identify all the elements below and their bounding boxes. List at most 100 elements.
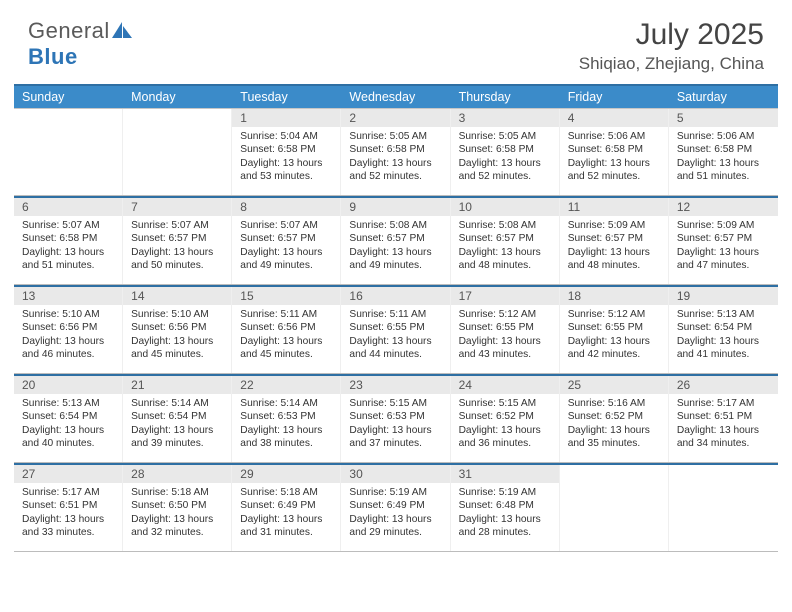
sunrise-text: Sunrise: 5:05 AM (459, 130, 551, 143)
sunset-text: Sunset: 6:54 PM (677, 321, 770, 334)
week-row: 20Sunrise: 5:13 AMSunset: 6:54 PMDayligh… (14, 374, 778, 463)
day-cell: 20Sunrise: 5:13 AMSunset: 6:54 PMDayligh… (14, 376, 123, 462)
day-number: 13 (14, 287, 122, 305)
daylight-text: Daylight: 13 hours and 39 minutes. (131, 424, 223, 451)
day-body: Sunrise: 5:07 AMSunset: 6:58 PMDaylight:… (14, 216, 122, 279)
day-body: Sunrise: 5:14 AMSunset: 6:53 PMDaylight:… (232, 394, 340, 457)
day-cell: 6Sunrise: 5:07 AMSunset: 6:58 PMDaylight… (14, 198, 123, 284)
sunrise-text: Sunrise: 5:07 AM (22, 219, 114, 232)
sunrise-text: Sunrise: 5:06 AM (677, 130, 770, 143)
day-cell (123, 109, 232, 195)
dow-monday: Monday (123, 86, 232, 108)
day-cell: 14Sunrise: 5:10 AMSunset: 6:56 PMDayligh… (123, 287, 232, 373)
day-body: Sunrise: 5:15 AMSunset: 6:52 PMDaylight:… (451, 394, 559, 457)
day-cell (14, 109, 123, 195)
day-number: 8 (232, 198, 340, 216)
day-body: Sunrise: 5:09 AMSunset: 6:57 PMDaylight:… (560, 216, 668, 279)
sunset-text: Sunset: 6:48 PM (459, 499, 551, 512)
calendar: Sunday Monday Tuesday Wednesday Thursday… (0, 84, 792, 566)
sunset-text: Sunset: 6:58 PM (459, 143, 551, 156)
day-cell: 17Sunrise: 5:12 AMSunset: 6:55 PMDayligh… (451, 287, 560, 373)
daylight-text: Daylight: 13 hours and 45 minutes. (240, 335, 332, 362)
daylight-text: Daylight: 13 hours and 34 minutes. (677, 424, 770, 451)
day-body: Sunrise: 5:07 AMSunset: 6:57 PMDaylight:… (232, 216, 340, 279)
sunset-text: Sunset: 6:53 PM (349, 410, 441, 423)
sunrise-text: Sunrise: 5:08 AM (349, 219, 441, 232)
day-cell: 28Sunrise: 5:18 AMSunset: 6:50 PMDayligh… (123, 465, 232, 551)
sunrise-text: Sunrise: 5:06 AM (568, 130, 660, 143)
day-body: Sunrise: 5:13 AMSunset: 6:54 PMDaylight:… (14, 394, 122, 457)
daylight-text: Daylight: 13 hours and 28 minutes. (459, 513, 551, 540)
day-cell: 10Sunrise: 5:08 AMSunset: 6:57 PMDayligh… (451, 198, 560, 284)
sunrise-text: Sunrise: 5:10 AM (22, 308, 114, 321)
day-cell: 29Sunrise: 5:18 AMSunset: 6:49 PMDayligh… (232, 465, 341, 551)
sunset-text: Sunset: 6:56 PM (131, 321, 223, 334)
sunset-text: Sunset: 6:54 PM (22, 410, 114, 423)
sunrise-text: Sunrise: 5:13 AM (22, 397, 114, 410)
day-number: 27 (14, 465, 122, 483)
daylight-text: Daylight: 13 hours and 52 minutes. (349, 157, 441, 184)
day-cell: 13Sunrise: 5:10 AMSunset: 6:56 PMDayligh… (14, 287, 123, 373)
day-number: 6 (14, 198, 122, 216)
sunset-text: Sunset: 6:57 PM (131, 232, 223, 245)
sunset-text: Sunset: 6:50 PM (131, 499, 223, 512)
day-number: 28 (123, 465, 231, 483)
day-number: 7 (123, 198, 231, 216)
day-number: 17 (451, 287, 559, 305)
day-body: Sunrise: 5:14 AMSunset: 6:54 PMDaylight:… (123, 394, 231, 457)
dow-thursday: Thursday (451, 86, 560, 108)
day-body: Sunrise: 5:04 AMSunset: 6:58 PMDaylight:… (232, 127, 340, 190)
daylight-text: Daylight: 13 hours and 48 minutes. (568, 246, 660, 273)
sunset-text: Sunset: 6:57 PM (240, 232, 332, 245)
title-block: July 2025 Shiqiao, Zhejiang, China (579, 18, 764, 74)
sunset-text: Sunset: 6:55 PM (568, 321, 660, 334)
day-body: Sunrise: 5:12 AMSunset: 6:55 PMDaylight:… (560, 305, 668, 368)
week-row: 13Sunrise: 5:10 AMSunset: 6:56 PMDayligh… (14, 285, 778, 374)
sunset-text: Sunset: 6:56 PM (240, 321, 332, 334)
day-cell: 5Sunrise: 5:06 AMSunset: 6:58 PMDaylight… (669, 109, 778, 195)
sunset-text: Sunset: 6:58 PM (568, 143, 660, 156)
day-body: Sunrise: 5:18 AMSunset: 6:49 PMDaylight:… (232, 483, 340, 546)
sunset-text: Sunset: 6:52 PM (459, 410, 551, 423)
daylight-text: Daylight: 13 hours and 45 minutes. (131, 335, 223, 362)
day-number: 3 (451, 109, 559, 127)
day-cell: 21Sunrise: 5:14 AMSunset: 6:54 PMDayligh… (123, 376, 232, 462)
day-number: 12 (669, 198, 778, 216)
daylight-text: Daylight: 13 hours and 52 minutes. (568, 157, 660, 184)
day-body: Sunrise: 5:15 AMSunset: 6:53 PMDaylight:… (341, 394, 449, 457)
day-cell: 3Sunrise: 5:05 AMSunset: 6:58 PMDaylight… (451, 109, 560, 195)
week-row: 27Sunrise: 5:17 AMSunset: 6:51 PMDayligh… (14, 463, 778, 552)
day-body: Sunrise: 5:05 AMSunset: 6:58 PMDaylight:… (341, 127, 449, 190)
page-title: July 2025 (579, 18, 764, 52)
daylight-text: Daylight: 13 hours and 42 minutes. (568, 335, 660, 362)
day-body: Sunrise: 5:07 AMSunset: 6:57 PMDaylight:… (123, 216, 231, 279)
daylight-text: Daylight: 13 hours and 35 minutes. (568, 424, 660, 451)
day-cell: 24Sunrise: 5:15 AMSunset: 6:52 PMDayligh… (451, 376, 560, 462)
day-cell: 26Sunrise: 5:17 AMSunset: 6:51 PMDayligh… (669, 376, 778, 462)
sunrise-text: Sunrise: 5:10 AM (131, 308, 223, 321)
day-cell (560, 465, 669, 551)
daylight-text: Daylight: 13 hours and 31 minutes. (240, 513, 332, 540)
day-number: 18 (560, 287, 668, 305)
logo-text: General Blue (28, 18, 132, 70)
sunrise-text: Sunrise: 5:15 AM (349, 397, 441, 410)
day-number: 20 (14, 376, 122, 394)
sunset-text: Sunset: 6:56 PM (22, 321, 114, 334)
day-cell: 25Sunrise: 5:16 AMSunset: 6:52 PMDayligh… (560, 376, 669, 462)
sunrise-text: Sunrise: 5:14 AM (131, 397, 223, 410)
sunset-text: Sunset: 6:53 PM (240, 410, 332, 423)
dow-wednesday: Wednesday (341, 86, 450, 108)
day-body: Sunrise: 5:08 AMSunset: 6:57 PMDaylight:… (451, 216, 559, 279)
sunset-text: Sunset: 6:49 PM (240, 499, 332, 512)
sunrise-text: Sunrise: 5:11 AM (240, 308, 332, 321)
daylight-text: Daylight: 13 hours and 49 minutes. (349, 246, 441, 273)
day-body: Sunrise: 5:10 AMSunset: 6:56 PMDaylight:… (123, 305, 231, 368)
day-body: Sunrise: 5:19 AMSunset: 6:49 PMDaylight:… (341, 483, 449, 546)
sunrise-text: Sunrise: 5:09 AM (568, 219, 660, 232)
day-number: 23 (341, 376, 449, 394)
day-number (669, 465, 778, 469)
day-cell: 8Sunrise: 5:07 AMSunset: 6:57 PMDaylight… (232, 198, 341, 284)
day-number: 2 (341, 109, 449, 127)
sunrise-text: Sunrise: 5:18 AM (240, 486, 332, 499)
day-body: Sunrise: 5:18 AMSunset: 6:50 PMDaylight:… (123, 483, 231, 546)
